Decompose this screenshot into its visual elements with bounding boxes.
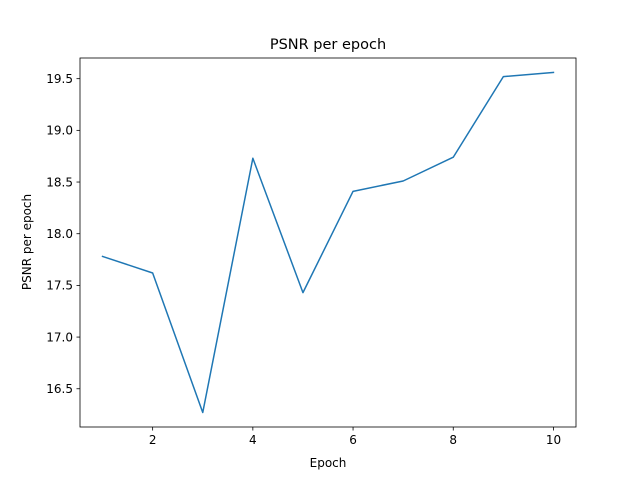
x-tick-label: 2 bbox=[149, 433, 157, 447]
y-tick-label: 16.5 bbox=[46, 382, 73, 396]
x-tick-label: 8 bbox=[449, 433, 457, 447]
axes-frame bbox=[79, 57, 577, 428]
x-tick-label: 6 bbox=[349, 433, 357, 447]
x-tick-label: 10 bbox=[546, 433, 561, 447]
y-axis: 16.5 17.0 17.5 18.0 18.5 19.0 19.5 bbox=[46, 72, 80, 396]
y-tick-label: 18.0 bbox=[46, 227, 73, 241]
x-tick-label: 4 bbox=[249, 433, 257, 447]
y-tick-label: 17.5 bbox=[46, 279, 73, 293]
y-tick-label: 19.0 bbox=[46, 124, 73, 138]
y-axis-label: PSNR per epoch bbox=[20, 194, 34, 290]
y-tick-label: 19.5 bbox=[46, 72, 73, 86]
x-axis-label: Epoch bbox=[310, 456, 347, 470]
x-axis: 2 4 6 8 10 bbox=[149, 427, 561, 447]
y-tick-label: 18.5 bbox=[46, 175, 73, 189]
plot-area bbox=[101, 71, 555, 414]
y-tick-label: 17.0 bbox=[46, 330, 73, 344]
chart-title: PSNR per epoch bbox=[270, 37, 386, 53]
axes-border bbox=[79, 57, 577, 428]
series-line bbox=[101, 71, 555, 414]
